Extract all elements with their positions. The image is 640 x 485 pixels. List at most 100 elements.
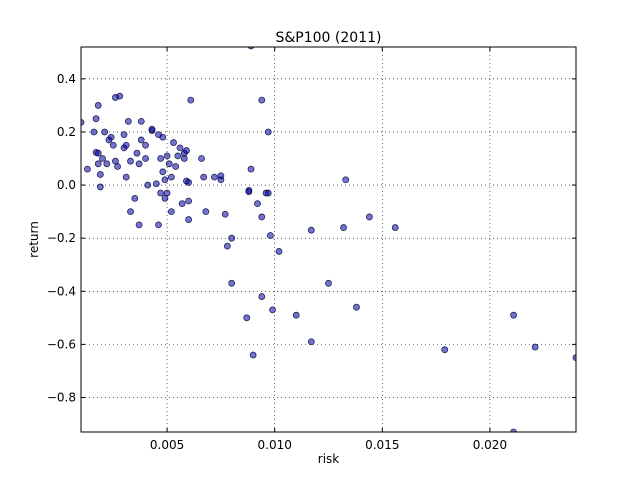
data-point — [307, 226, 315, 234]
data-point — [161, 176, 169, 184]
data-point — [144, 181, 152, 189]
data-point — [183, 147, 190, 154]
data-point — [353, 303, 360, 311]
data-point — [96, 183, 104, 191]
data-point — [159, 133, 167, 141]
data-point — [198, 155, 205, 162]
data-point — [221, 210, 229, 218]
data-point — [264, 128, 272, 136]
data-point — [247, 165, 255, 173]
data-point — [572, 354, 576, 362]
data-point — [307, 338, 315, 346]
data-point — [148, 125, 156, 133]
data-point — [137, 117, 145, 125]
data-point — [228, 234, 236, 242]
data-point — [103, 160, 111, 168]
data-point — [269, 306, 276, 314]
data-point — [200, 173, 208, 181]
data-point — [228, 279, 236, 287]
data-point — [441, 346, 449, 354]
data-point — [135, 221, 143, 229]
data-point — [124, 117, 132, 125]
data-point — [211, 173, 218, 181]
data-point — [531, 343, 539, 351]
data-point — [174, 152, 182, 160]
data-point — [185, 179, 193, 186]
grid-layer — [81, 47, 576, 432]
data-point — [258, 293, 266, 300]
data-point — [94, 149, 102, 157]
data-point — [185, 197, 193, 205]
y-tick-label: 0.2 — [57, 125, 76, 139]
data-point — [131, 194, 139, 202]
data-point — [266, 232, 274, 239]
data-point — [510, 311, 517, 319]
data-point — [94, 160, 102, 168]
y-tick-label: −0.2 — [47, 231, 76, 245]
data-point — [340, 224, 347, 231]
data-point — [116, 92, 124, 100]
data-point — [325, 279, 332, 287]
data-point — [245, 188, 253, 196]
data-point — [342, 176, 350, 184]
data-point — [167, 208, 175, 216]
y-axis-label: return — [27, 221, 41, 258]
ticks-layer: 0.005 0.010 0.015 0.020 0.4 0.2 0.0 −0.2 −0.4 −0.… — [47, 47, 576, 452]
data-point — [243, 314, 251, 322]
data-point — [185, 216, 193, 223]
x-tick-label: 0.020 — [473, 438, 507, 452]
data-point — [107, 133, 115, 141]
data-point — [187, 96, 195, 104]
data-point — [92, 115, 100, 123]
data-point — [365, 213, 373, 221]
data-point — [202, 208, 210, 216]
data-point — [167, 173, 175, 181]
data-point — [84, 165, 91, 173]
x-tick-label: 0.015 — [365, 438, 399, 452]
data-point — [157, 155, 165, 162]
data-point — [101, 128, 109, 136]
data-point — [217, 172, 225, 180]
data-point — [391, 224, 399, 231]
x-axis-label: risk — [318, 452, 340, 466]
chart-title: S&P100 (2011) — [276, 30, 382, 46]
plot-frame — [80, 46, 577, 433]
y-tick-label: 0.0 — [57, 178, 76, 192]
data-point — [122, 173, 130, 181]
data-point — [99, 155, 106, 162]
data-point — [155, 221, 162, 229]
data-point — [109, 141, 117, 149]
data-point — [275, 248, 283, 255]
data-point — [96, 171, 104, 178]
y-tick-label: −0.6 — [47, 337, 76, 351]
data-point — [133, 149, 141, 157]
data-point — [172, 163, 180, 170]
data-point — [157, 189, 165, 197]
data-point — [122, 141, 130, 149]
data-point — [137, 136, 145, 144]
data-point — [120, 131, 128, 139]
data-point — [94, 102, 102, 109]
data-point — [510, 428, 517, 432]
data-point — [142, 155, 149, 162]
y-tick-label: −0.8 — [47, 390, 76, 404]
data-point — [152, 180, 160, 188]
x-tick-label: 0.010 — [258, 438, 292, 452]
data-point — [254, 200, 261, 208]
data-point — [81, 119, 85, 126]
data-point — [258, 96, 266, 104]
data-point — [163, 189, 171, 197]
data-point — [176, 144, 184, 152]
x-tick-label: 0.005 — [150, 438, 184, 452]
data-point — [90, 128, 98, 136]
data-point — [135, 160, 143, 168]
data-point — [127, 157, 134, 165]
data-point — [142, 141, 149, 149]
data-point — [159, 168, 167, 176]
y-tick-label: 0.4 — [57, 72, 76, 86]
data-point — [127, 208, 134, 216]
data-point — [292, 311, 300, 319]
